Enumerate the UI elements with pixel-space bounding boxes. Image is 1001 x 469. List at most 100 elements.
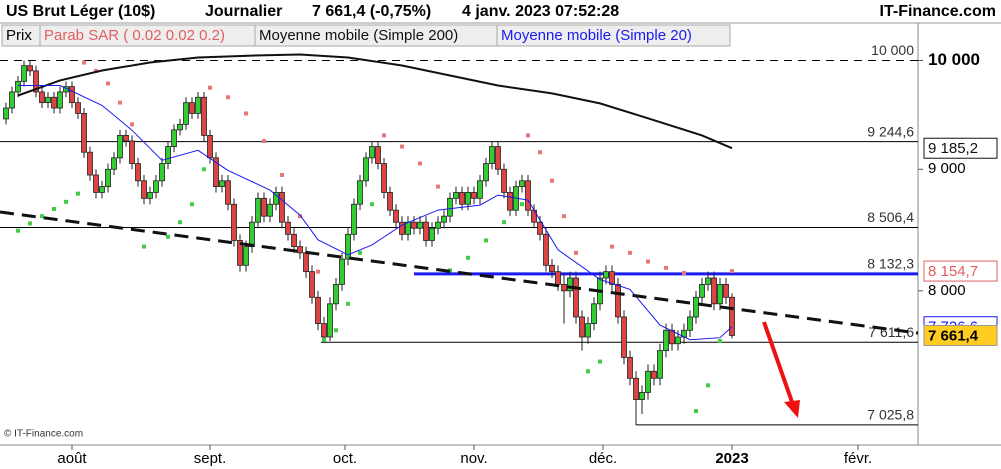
candle-body <box>285 221 291 235</box>
x-tick-label: 2023 <box>715 450 748 467</box>
candle-body <box>507 192 513 211</box>
candle-body <box>69 86 75 104</box>
candle-body <box>81 113 87 153</box>
candle-body <box>219 180 225 187</box>
candle-body <box>573 277 579 318</box>
candle-body <box>105 168 111 187</box>
candle-body <box>87 151 93 176</box>
candle-body <box>621 316 627 358</box>
value-box <box>923 324 998 346</box>
sar-dot <box>82 60 86 65</box>
candle-body <box>51 96 57 109</box>
sar-dot <box>526 133 530 138</box>
candle-body <box>363 157 369 182</box>
candle-body <box>615 283 621 318</box>
candle-body <box>399 221 405 235</box>
arrow-head <box>784 400 800 418</box>
sar-dot <box>142 244 146 249</box>
candle-body <box>687 316 693 331</box>
footer: © IT-Finance.com <box>4 429 83 440</box>
candle-body <box>165 146 171 164</box>
sar-dot <box>502 220 506 225</box>
sar-dot <box>280 173 284 178</box>
candle-body <box>657 350 663 379</box>
candle-body <box>189 102 195 114</box>
candle-body <box>705 277 711 285</box>
candle-body <box>141 180 147 199</box>
candle-body <box>459 192 465 205</box>
value-box <box>923 137 998 159</box>
candle-body <box>501 168 507 193</box>
sar-dot <box>586 369 590 374</box>
sar-dot <box>628 250 632 255</box>
sar-dot <box>574 250 578 255</box>
candle-body <box>711 277 717 305</box>
candle-body <box>231 203 237 241</box>
x-tick-label: août <box>57 450 87 467</box>
candle-body <box>93 174 99 193</box>
candle-body <box>579 316 585 338</box>
level-label: 7 025,8 <box>867 407 914 423</box>
candle-body <box>45 96 51 104</box>
candle-body <box>339 258 345 285</box>
sar-dot <box>682 270 686 275</box>
candle-body <box>483 163 489 182</box>
plot-area: 10 000 9 000 8 000 août sept. oct. nov. déc. 202… <box>0 42 980 467</box>
candle-body <box>279 192 285 223</box>
candle-body <box>585 323 591 338</box>
sar-dot <box>562 214 566 219</box>
candle-body <box>537 221 543 235</box>
y-tick-label: 10 000 <box>928 50 980 69</box>
candle-body <box>651 370 657 379</box>
candle-body <box>15 80 21 93</box>
candle-body <box>111 157 117 170</box>
candle-body <box>297 246 303 254</box>
candle-body <box>315 296 321 324</box>
candle-body <box>369 146 375 159</box>
legend-label: Parab SAR ( 0.02 0.02 0.2) <box>44 27 225 44</box>
sar-dot <box>94 68 98 73</box>
sar-dot <box>610 244 614 249</box>
candle-body <box>639 392 645 400</box>
candle-body <box>9 91 15 109</box>
sar-dot <box>52 207 56 212</box>
sar-dot <box>334 328 338 333</box>
source: IT-Finance.com <box>880 3 996 20</box>
candle-body <box>717 283 723 305</box>
sar-dot <box>646 259 650 264</box>
sar-dot <box>16 228 20 233</box>
candle-body <box>267 203 273 217</box>
candle-body <box>21 65 27 82</box>
candle-body <box>549 264 555 273</box>
level-label: 8 506,4 <box>867 209 914 225</box>
candle-body <box>663 329 669 351</box>
level-label: 10 000 <box>871 42 914 58</box>
period: Journalier <box>205 3 282 20</box>
candle-body <box>321 323 327 338</box>
candle-body <box>561 283 567 292</box>
price-change: 7 661,4 (-0,75%) <box>312 3 431 20</box>
legend-label: Moyenne mobile (Simple 20) <box>501 27 692 44</box>
candle-body <box>435 221 441 229</box>
value-box-label: 9 185,2 <box>928 140 978 157</box>
sar-dot <box>28 221 32 226</box>
sar-dot <box>322 337 326 342</box>
candle-body <box>249 221 255 248</box>
candle-body <box>525 180 531 211</box>
sar-dot <box>358 250 362 255</box>
sar-dot <box>178 220 182 225</box>
candle-body <box>429 227 435 241</box>
candle-body <box>261 197 267 217</box>
candle-body <box>447 197 453 217</box>
candle-body <box>357 180 363 205</box>
y-tick-label: 9 000 <box>928 160 966 177</box>
candle-body <box>723 283 729 298</box>
candle-body <box>153 180 159 193</box>
candle-body <box>171 129 177 147</box>
sar-dot <box>40 214 44 219</box>
candle-body <box>471 192 477 199</box>
candle-body <box>405 221 411 235</box>
x-tick-label: nov. <box>460 450 487 467</box>
candle-body <box>411 221 417 229</box>
candle-body <box>147 192 153 199</box>
